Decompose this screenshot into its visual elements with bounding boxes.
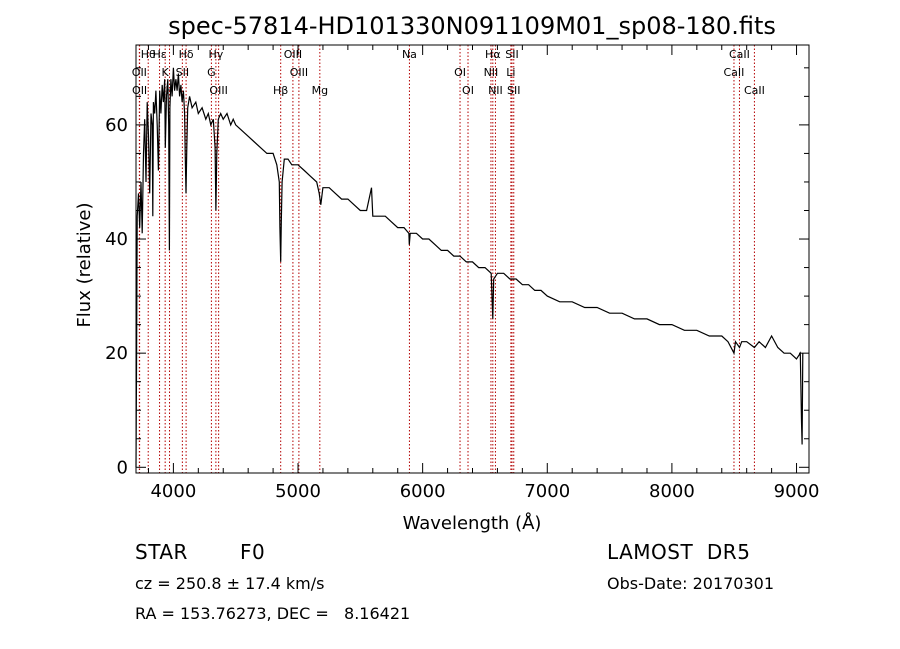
line-label: Li	[506, 66, 515, 79]
x-axis-label: Wavelength (Å)	[403, 512, 542, 534]
plot-frame	[135, 44, 810, 474]
line-label: Hβ	[273, 84, 288, 97]
line-label: SII	[505, 48, 518, 61]
line-label: CaII	[744, 84, 765, 97]
x-tick-label: 9000	[774, 481, 820, 502]
y-tick-label: 60	[105, 115, 128, 136]
line-label: Hα	[485, 48, 501, 61]
x-tick-label: 4000	[150, 481, 196, 502]
y-tick-label: 0	[117, 457, 128, 478]
line-label: K	[162, 66, 170, 79]
x-tick-label: 6000	[400, 481, 446, 502]
line-label: NII	[484, 66, 499, 79]
line-label: G	[207, 66, 216, 79]
line-label: SII	[507, 84, 520, 97]
line-label: CaII	[724, 66, 745, 79]
line-label: Hθ	[141, 48, 156, 61]
line-label: NII	[488, 84, 503, 97]
line-label: Hγ	[208, 48, 223, 61]
spectral-line-labels: HθOIIOIIHεKHHδSIIOIIIHγGHβOIIIOIIIMgNaOI…	[132, 48, 765, 97]
line-label: OII	[132, 84, 147, 97]
observation-date: Obs-Date: 20170301	[607, 574, 775, 593]
line-label: Mg	[312, 84, 328, 97]
x-axis: 4000 5000 6000 7000 8000 9000	[147, 45, 820, 502]
line-label: Hδ	[179, 48, 194, 61]
redshift-cz: cz = 250.8 ± 17.4 km/s	[135, 574, 325, 593]
spectral-subclass: F0	[240, 540, 266, 564]
chart-title: spec-57814-HD101330N091109M01_sp08-180.f…	[168, 12, 776, 40]
survey-name: LAMOST DR5	[607, 540, 751, 564]
x-tick-label: 7000	[524, 481, 570, 502]
spectral-line-markers	[138, 45, 755, 473]
spectrum-series-line	[135, 67, 804, 468]
line-label: OI	[462, 84, 474, 97]
line-label: Hε	[152, 48, 166, 61]
x-tick-label: 5000	[275, 481, 321, 502]
y-tick-label: 20	[105, 343, 128, 364]
y-tick-label: 40	[105, 229, 128, 250]
line-label: OIII	[290, 66, 308, 79]
y-axis: 0 20 40 60	[105, 67, 809, 478]
object-type: STAR	[135, 540, 188, 564]
line-label: Na	[402, 48, 417, 61]
line-label: OI	[454, 66, 466, 79]
line-label: OIII	[284, 48, 302, 61]
line-label: H	[165, 84, 173, 97]
y-axis-label: Flux (relative)	[74, 202, 95, 327]
coordinates: RA = 153.76273, DEC = 8.16421	[135, 604, 411, 623]
line-label: CaII	[729, 48, 750, 61]
line-label: OIII	[209, 84, 227, 97]
x-tick-label: 8000	[649, 481, 695, 502]
